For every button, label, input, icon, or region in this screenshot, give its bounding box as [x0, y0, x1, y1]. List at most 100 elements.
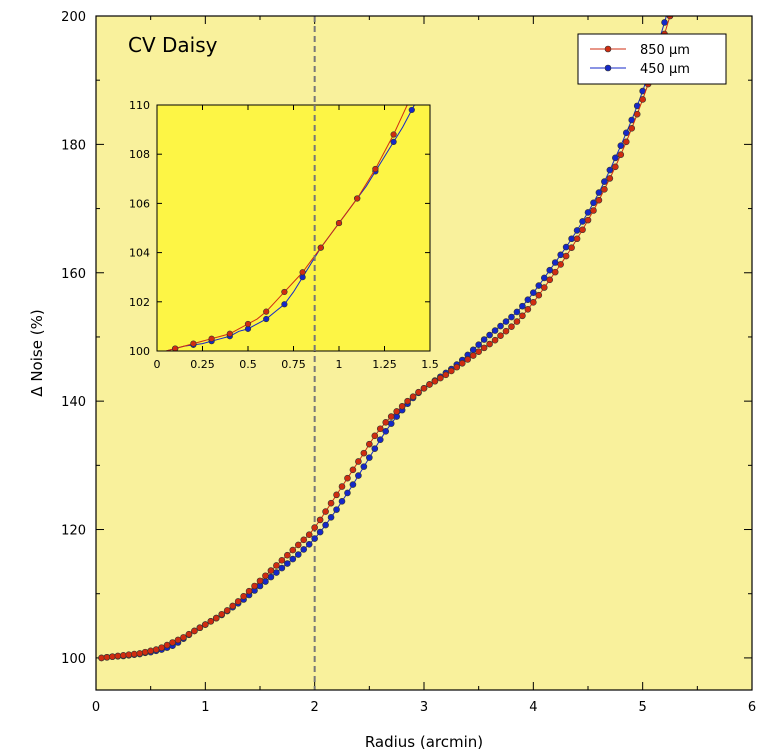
y-axis-title: Δ Noise (%) [28, 309, 46, 396]
data-point-1 [606, 166, 614, 174]
data-point-1 [502, 318, 510, 325]
data-point-1 [316, 528, 324, 536]
data-point-1 [573, 227, 581, 234]
inset-x-tick-label: 0.5 [239, 358, 257, 371]
y-tick-label: 180 [61, 138, 86, 153]
data-point-1 [530, 289, 537, 296]
chart-annotation: CV Daisy [128, 33, 218, 57]
inset-data-point-1 [281, 301, 288, 308]
y-tick-label: 200 [61, 10, 86, 25]
data-point-0 [316, 516, 324, 524]
data-point-0 [601, 186, 608, 193]
data-point-0 [415, 388, 422, 396]
data-point-0 [376, 425, 384, 433]
data-point-1 [508, 313, 515, 321]
data-point-0 [338, 483, 346, 490]
inset-data-point-0 [299, 269, 306, 276]
x-tick-label: 4 [529, 700, 537, 715]
data-point-0 [508, 323, 515, 330]
data-point-0 [382, 419, 390, 426]
y-tick-label: 140 [61, 395, 86, 410]
data-point-0 [524, 306, 532, 313]
data-point-0 [437, 374, 444, 382]
data-point-1 [475, 341, 482, 348]
data-point-1 [562, 243, 570, 251]
y-tick-label: 100 [61, 652, 86, 667]
inset-plot: 0 0.25 0.5 0.75 1 1.25 1.5 100 102 104 106 108 110 [129, 99, 439, 371]
data-point-0 [535, 291, 543, 299]
data-point-0 [480, 344, 488, 352]
inset-y-tick-label: 100 [129, 345, 150, 358]
data-point-1 [387, 420, 395, 427]
data-point-1 [540, 274, 548, 282]
data-point-0 [666, 16, 674, 20]
data-point-0 [234, 598, 242, 605]
data-point-0 [355, 458, 362, 465]
y-tick-label: 120 [61, 524, 86, 539]
data-point-1 [327, 514, 335, 521]
x-tick-label: 2 [311, 700, 319, 715]
data-point-1 [333, 506, 340, 513]
data-point-0 [147, 647, 154, 655]
inset-y-tick-label: 108 [129, 148, 150, 161]
data-point-1 [661, 19, 668, 26]
legend-box [577, 33, 727, 85]
data-point-0 [245, 587, 253, 595]
inset-x-tick-label: 0.25 [190, 358, 215, 371]
data-point-0 [464, 356, 472, 363]
inset-data-point-0 [226, 330, 233, 337]
data-point-0 [606, 175, 614, 182]
data-point-0 [212, 614, 220, 622]
data-point-0 [497, 332, 504, 339]
data-point-0 [551, 268, 559, 276]
data-point-0 [360, 449, 368, 457]
chart-text: CV Daisy Radius (arcmin) Δ Noise (%) [28, 33, 483, 751]
inset-background [157, 105, 430, 351]
data-point-1 [579, 218, 586, 225]
data-point-1 [344, 489, 351, 497]
data-point-0 [130, 650, 138, 658]
data-point-0 [502, 327, 510, 335]
inset-data-point-1 [390, 138, 397, 145]
data-point-0 [273, 562, 280, 569]
inset-data-point-0 [354, 195, 361, 202]
data-point-0 [404, 397, 411, 405]
data-point-0 [333, 491, 340, 499]
data-point-0 [371, 432, 379, 440]
data-point-0 [540, 284, 548, 291]
data-point-0 [486, 340, 493, 348]
data-point-1 [568, 235, 575, 243]
data-point-0 [420, 385, 428, 392]
data-point-0 [431, 377, 439, 385]
data-point-0 [322, 508, 329, 515]
data-point-0 [158, 644, 165, 651]
data-point-0 [612, 163, 619, 171]
data-point-0 [595, 196, 603, 204]
inset-data-point-0 [390, 131, 397, 138]
data-point-0 [469, 352, 477, 359]
inset-x-tick-label: 1.25 [372, 358, 397, 371]
data-point-0 [344, 474, 351, 482]
data-point-1 [524, 296, 532, 304]
data-point-0 [267, 567, 275, 574]
data-point-0 [349, 466, 357, 474]
inset-data-point-0 [208, 335, 215, 342]
data-point-1 [366, 454, 373, 461]
data-point-1 [322, 521, 329, 529]
x-tick-label: 3 [420, 700, 428, 715]
inset-data-point-0 [244, 320, 252, 328]
data-point-0 [141, 648, 149, 656]
data-point-1 [278, 564, 286, 572]
data-point-1 [491, 327, 499, 334]
inset-data-point-0 [190, 340, 197, 347]
data-point-1 [311, 535, 318, 542]
data-point-1 [546, 266, 554, 274]
inset-data-point-0 [263, 308, 270, 315]
data-point-0 [442, 371, 450, 379]
data-point-0 [163, 641, 171, 649]
data-point-0 [256, 577, 264, 585]
data-point-0 [584, 216, 592, 224]
data-point-1 [486, 331, 493, 339]
data-point-0 [300, 536, 308, 544]
data-point-1 [300, 546, 308, 553]
